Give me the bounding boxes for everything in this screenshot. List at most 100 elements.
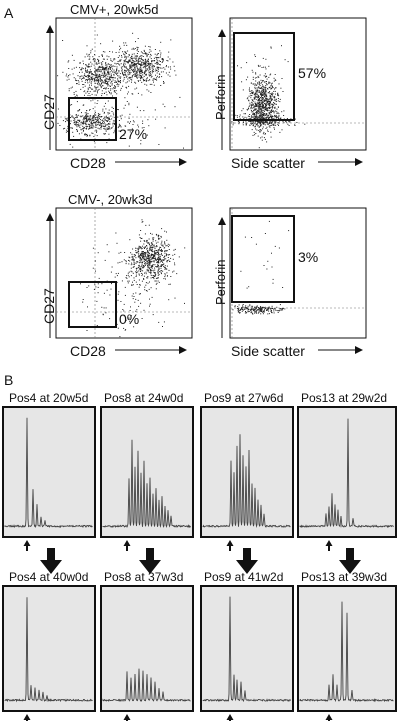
event-dot [64, 118, 66, 120]
event-dot [128, 54, 130, 55]
event-dot [158, 262, 160, 264]
event-dot [148, 70, 150, 72]
row1-right-ylabel: Perforin [213, 74, 228, 120]
event-dot [161, 273, 162, 275]
event-dot [145, 74, 147, 76]
event-dot [137, 60, 139, 62]
event-dot [148, 267, 150, 269]
event-dot [255, 312, 257, 314]
event-dot [275, 117, 277, 119]
spectrum-marker-arrow [325, 540, 333, 551]
event-dot [260, 120, 262, 122]
event-dot [157, 69, 159, 71]
event-dot [155, 288, 157, 290]
event-dot [117, 327, 119, 329]
event-dot [124, 59, 126, 61]
event-dot [268, 107, 270, 109]
event-dot [245, 120, 247, 122]
event-dot [73, 77, 75, 79]
event-dot [253, 131, 255, 133]
event-dot [104, 119, 106, 121]
event-dot [108, 251, 110, 253]
event-dot [114, 86, 116, 88]
event-dot [257, 312, 259, 314]
spectrum-marker-arrow [123, 540, 131, 551]
event-dot [143, 80, 145, 82]
event-dot [146, 73, 147, 75]
event-dot [148, 64, 150, 66]
event-dot [254, 97, 256, 99]
event-dot [142, 254, 144, 256]
event-dot [146, 56, 148, 58]
event-dot [96, 135, 98, 137]
event-dot [142, 56, 144, 57]
event-dot [142, 245, 144, 247]
event-dot [132, 298, 134, 300]
event-dot [109, 112, 111, 114]
event-dot [127, 74, 129, 76]
event-dot [140, 55, 142, 57]
event-dot [266, 309, 268, 310]
event-dot [127, 78, 129, 80]
event-dot [98, 80, 99, 82]
event-dot [139, 64, 141, 65]
event-dot [80, 75, 82, 77]
event-dot [257, 116, 259, 118]
event-dot [154, 259, 156, 261]
event-dot [282, 308, 284, 309]
event-dot [157, 60, 159, 62]
event-dot [262, 94, 264, 96]
event-dot [112, 76, 114, 78]
event-dot [90, 52, 92, 54]
event-dot [93, 90, 95, 92]
event-dot [91, 126, 93, 128]
event-dot [131, 256, 133, 258]
event-dot [89, 116, 91, 118]
event-dot [145, 79, 147, 81]
event-dot [117, 81, 119, 83]
event-dot [125, 70, 127, 72]
event-dot [98, 115, 100, 116]
event-dot [139, 75, 141, 77]
event-dot [115, 232, 117, 234]
spectrum-trace [102, 439, 191, 529]
event-dot [93, 80, 95, 82]
event-dot [141, 94, 143, 96]
event-dot [114, 82, 116, 83]
event-dot [257, 100, 259, 102]
event-dot [169, 244, 171, 246]
event-dot [144, 83, 146, 85]
event-dot [154, 53, 156, 55]
event-dot [129, 122, 130, 124]
event-dot [81, 68, 83, 70]
event-dot [135, 57, 137, 59]
event-dot [258, 121, 260, 123]
event-dot [88, 123, 90, 125]
event-dot [249, 124, 251, 126]
event-dot [247, 115, 249, 117]
event-dot [269, 87, 271, 89]
event-dot [255, 306, 257, 308]
event-dot [240, 309, 241, 311]
event-dot [154, 246, 156, 248]
event-dot [99, 70, 101, 72]
event-dot [102, 76, 104, 78]
event-dot [169, 283, 171, 285]
down-arrow-1 [40, 548, 62, 574]
event-dot [141, 75, 142, 77]
event-dot [140, 77, 142, 79]
event-dot [266, 105, 267, 107]
event-dot [85, 115, 87, 117]
event-dot [263, 116, 265, 118]
event-dot [112, 112, 114, 114]
event-dot [117, 116, 119, 118]
event-dot [255, 112, 257, 114]
event-dot [113, 122, 115, 124]
event-dot [142, 265, 144, 267]
event-dot [126, 277, 128, 279]
event-dot [128, 317, 130, 319]
event-dot [256, 93, 258, 95]
event-dot [255, 311, 257, 313]
event-dot [129, 131, 131, 133]
event-dot [105, 63, 107, 65]
